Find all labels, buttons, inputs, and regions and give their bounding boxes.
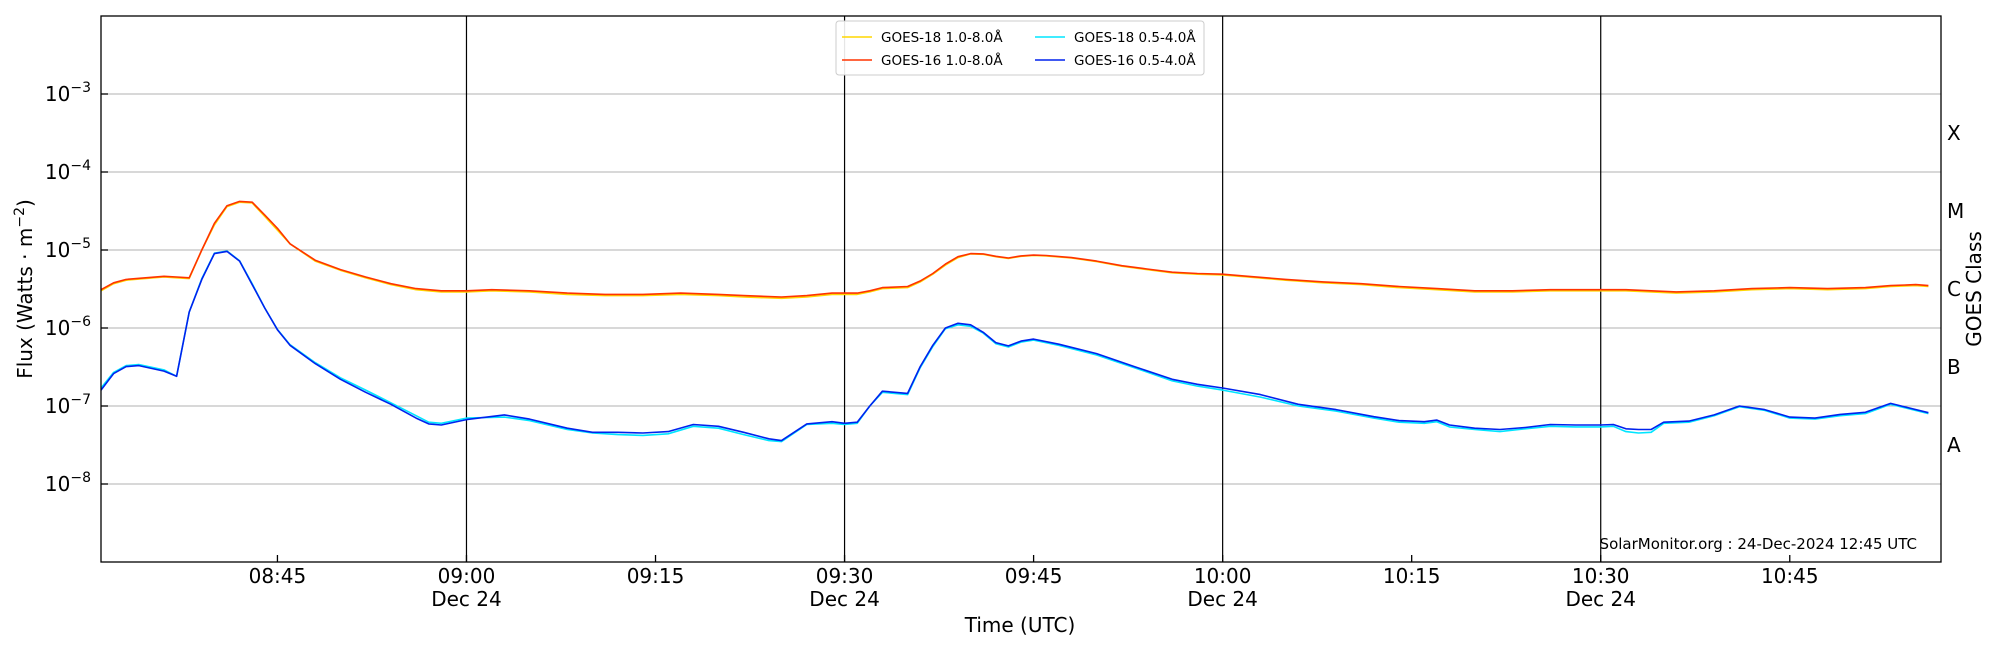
credit-text: SolarMonitor.org : 24-Dec-2024 12:45 UTC — [1600, 535, 1917, 553]
x-tick-label: 10:00 — [1194, 564, 1252, 588]
y-tick-base: 10 — [45, 394, 70, 418]
goes-class-labels: A B C M X — [1947, 121, 1964, 457]
x-tick-label: 09:45 — [1005, 564, 1063, 588]
y-tick-exponent: −7 — [70, 392, 91, 408]
y-tick-exponent: −6 — [70, 314, 91, 330]
y-tick-exponent: −8 — [70, 470, 91, 486]
y-tick-base: 10 — [45, 316, 70, 340]
legend-label-goes16-long: GOES-16 1.0-8.0Å — [881, 52, 1003, 69]
y-axis-title-exponent: −2 — [12, 207, 28, 228]
goes-class-label: X — [1947, 121, 1961, 145]
x-tick-label: 10:45 — [1761, 564, 1819, 588]
y-tick-label: 10−3 — [45, 80, 91, 106]
y-tick-base: 10 — [45, 238, 70, 262]
goes-class-label: C — [1947, 277, 1961, 301]
x-axis-title: Time (UTC) — [964, 613, 1076, 637]
y-axis-ticks: 10−810−710−610−510−410−3 — [45, 80, 108, 496]
y-axis-title: Flux (Watts · m−2) — [12, 199, 37, 379]
legend-label-goes18-long: GOES-18 1.0-8.0Å — [881, 29, 1003, 46]
x-tick-label: 09:15 — [627, 564, 685, 588]
y-axis-title-main: Flux (Watts · m — [13, 228, 37, 379]
plot-frame — [100, 15, 1942, 563]
x-tick-date-label: Dec 24 — [1187, 587, 1258, 611]
y-tick-label: 10−5 — [45, 236, 91, 262]
x-tick-label: 09:00 — [438, 564, 496, 588]
secondary-axis-title: GOES Class — [1962, 231, 1986, 347]
y-tick-base: 10 — [45, 82, 70, 106]
legend-label-goes16-short: GOES-16 0.5-4.0Å — [1074, 52, 1196, 69]
x-tick-label: 10:15 — [1383, 564, 1441, 588]
series-line-goes-16-1-0-8-0 — [100, 200, 1929, 298]
goes-class-label: A — [1947, 433, 1961, 457]
y-tick-base: 10 — [45, 160, 70, 184]
x-tick-date-label: Dec 24 — [431, 587, 502, 611]
series-line-goes-16-0-5-4-0 — [100, 250, 1929, 442]
y-tick-exponent: −4 — [70, 158, 91, 174]
series-lines — [100, 200, 1929, 443]
y-tick-exponent: −3 — [70, 80, 91, 96]
y-tick-base: 10 — [45, 472, 70, 496]
x-tick-date-label: Dec 24 — [1565, 587, 1636, 611]
goes-class-label: M — [1947, 199, 1964, 223]
x-tick-label: 09:30 — [816, 564, 874, 588]
y-tick-label: 10−7 — [45, 392, 91, 418]
y-tick-label: 10−8 — [45, 470, 91, 496]
legend: GOES-18 1.0-8.0Å GOES-16 1.0-8.0Å GOES-1… — [835, 20, 1205, 76]
x-tick-label: 10:30 — [1572, 564, 1630, 588]
grid-lines — [101, 93, 1941, 485]
y-tick-label: 10−4 — [45, 158, 91, 184]
x-tick-label: 08:45 — [249, 564, 307, 588]
y-tick-exponent: −5 — [70, 236, 91, 252]
x-tick-date-label: Dec 24 — [809, 587, 880, 611]
y-axis-title-close: ) — [13, 199, 37, 207]
y-tick-label: 10−6 — [45, 314, 91, 340]
legend-label-goes18-short: GOES-18 0.5-4.0Å — [1074, 29, 1196, 46]
legend-box — [835, 20, 1205, 76]
goes-class-label: B — [1947, 355, 1961, 379]
